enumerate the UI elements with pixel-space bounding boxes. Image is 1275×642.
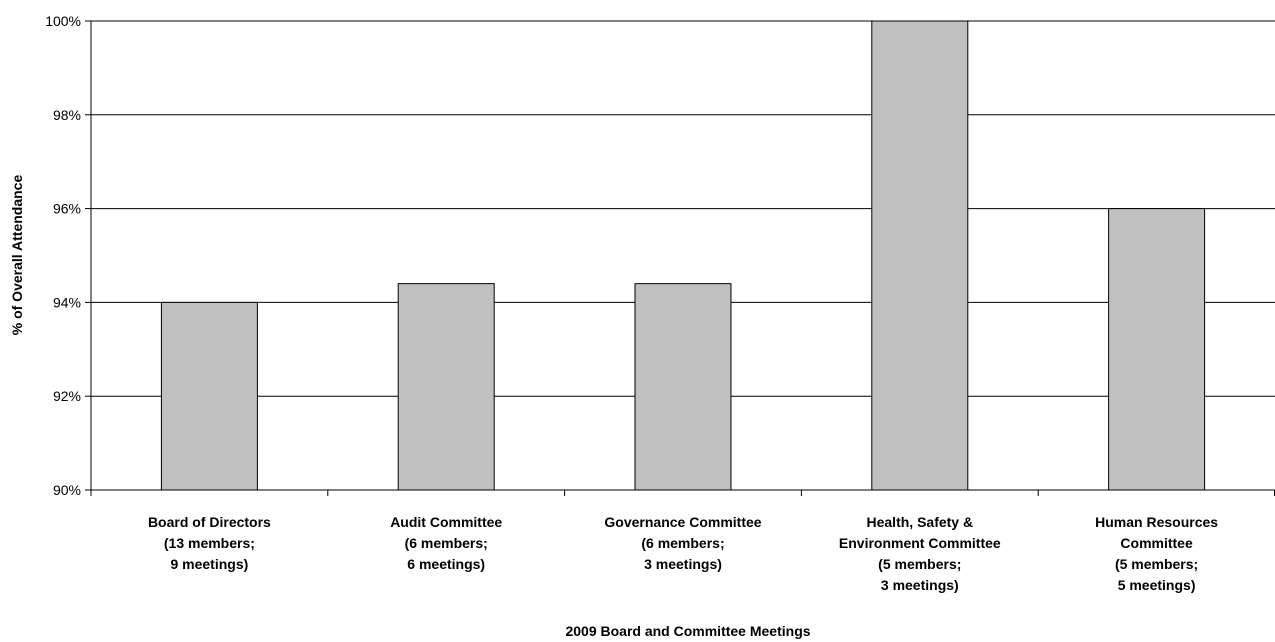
y-tick-label: 92% [53, 388, 81, 404]
bar [397, 283, 495, 491]
bar [634, 283, 732, 491]
y-tick-label: 96% [53, 201, 81, 217]
bar [160, 301, 258, 491]
category-labels: Board of Directors (13 members; 9 meetings… [148, 514, 1218, 593]
y-axis-title: % of Overall Attendance [9, 175, 25, 336]
bar [1108, 208, 1206, 491]
y-tick-label: 90% [53, 482, 81, 498]
x-category-label: Audit Committee (6 members; 6 meetings) [390, 514, 502, 572]
y-tick-label: 94% [53, 294, 81, 310]
y-tick-label: 98% [53, 107, 81, 123]
bars [160, 20, 1206, 491]
y-tick-labels: 90% 92% 94% 96% 98% 100% [45, 13, 81, 498]
y-tick-label: 100% [45, 13, 81, 29]
x-category-label: Health, Safety & Environment Committee (5 … [839, 514, 1001, 593]
x-category-label: Human Resources Committee (5 members; 5 mee… [1095, 514, 1218, 593]
x-axis-title: 2009 Board and Committee Meetings [565, 623, 810, 639]
bar [871, 20, 969, 491]
x-category-label: Governance Committee (6 members; 3 meeting… [604, 514, 761, 572]
axes [85, 20, 1275, 496]
x-category-label: Board of Directors (13 members; 9 meetings… [148, 514, 271, 572]
grid-lines [91, 20, 1275, 397]
